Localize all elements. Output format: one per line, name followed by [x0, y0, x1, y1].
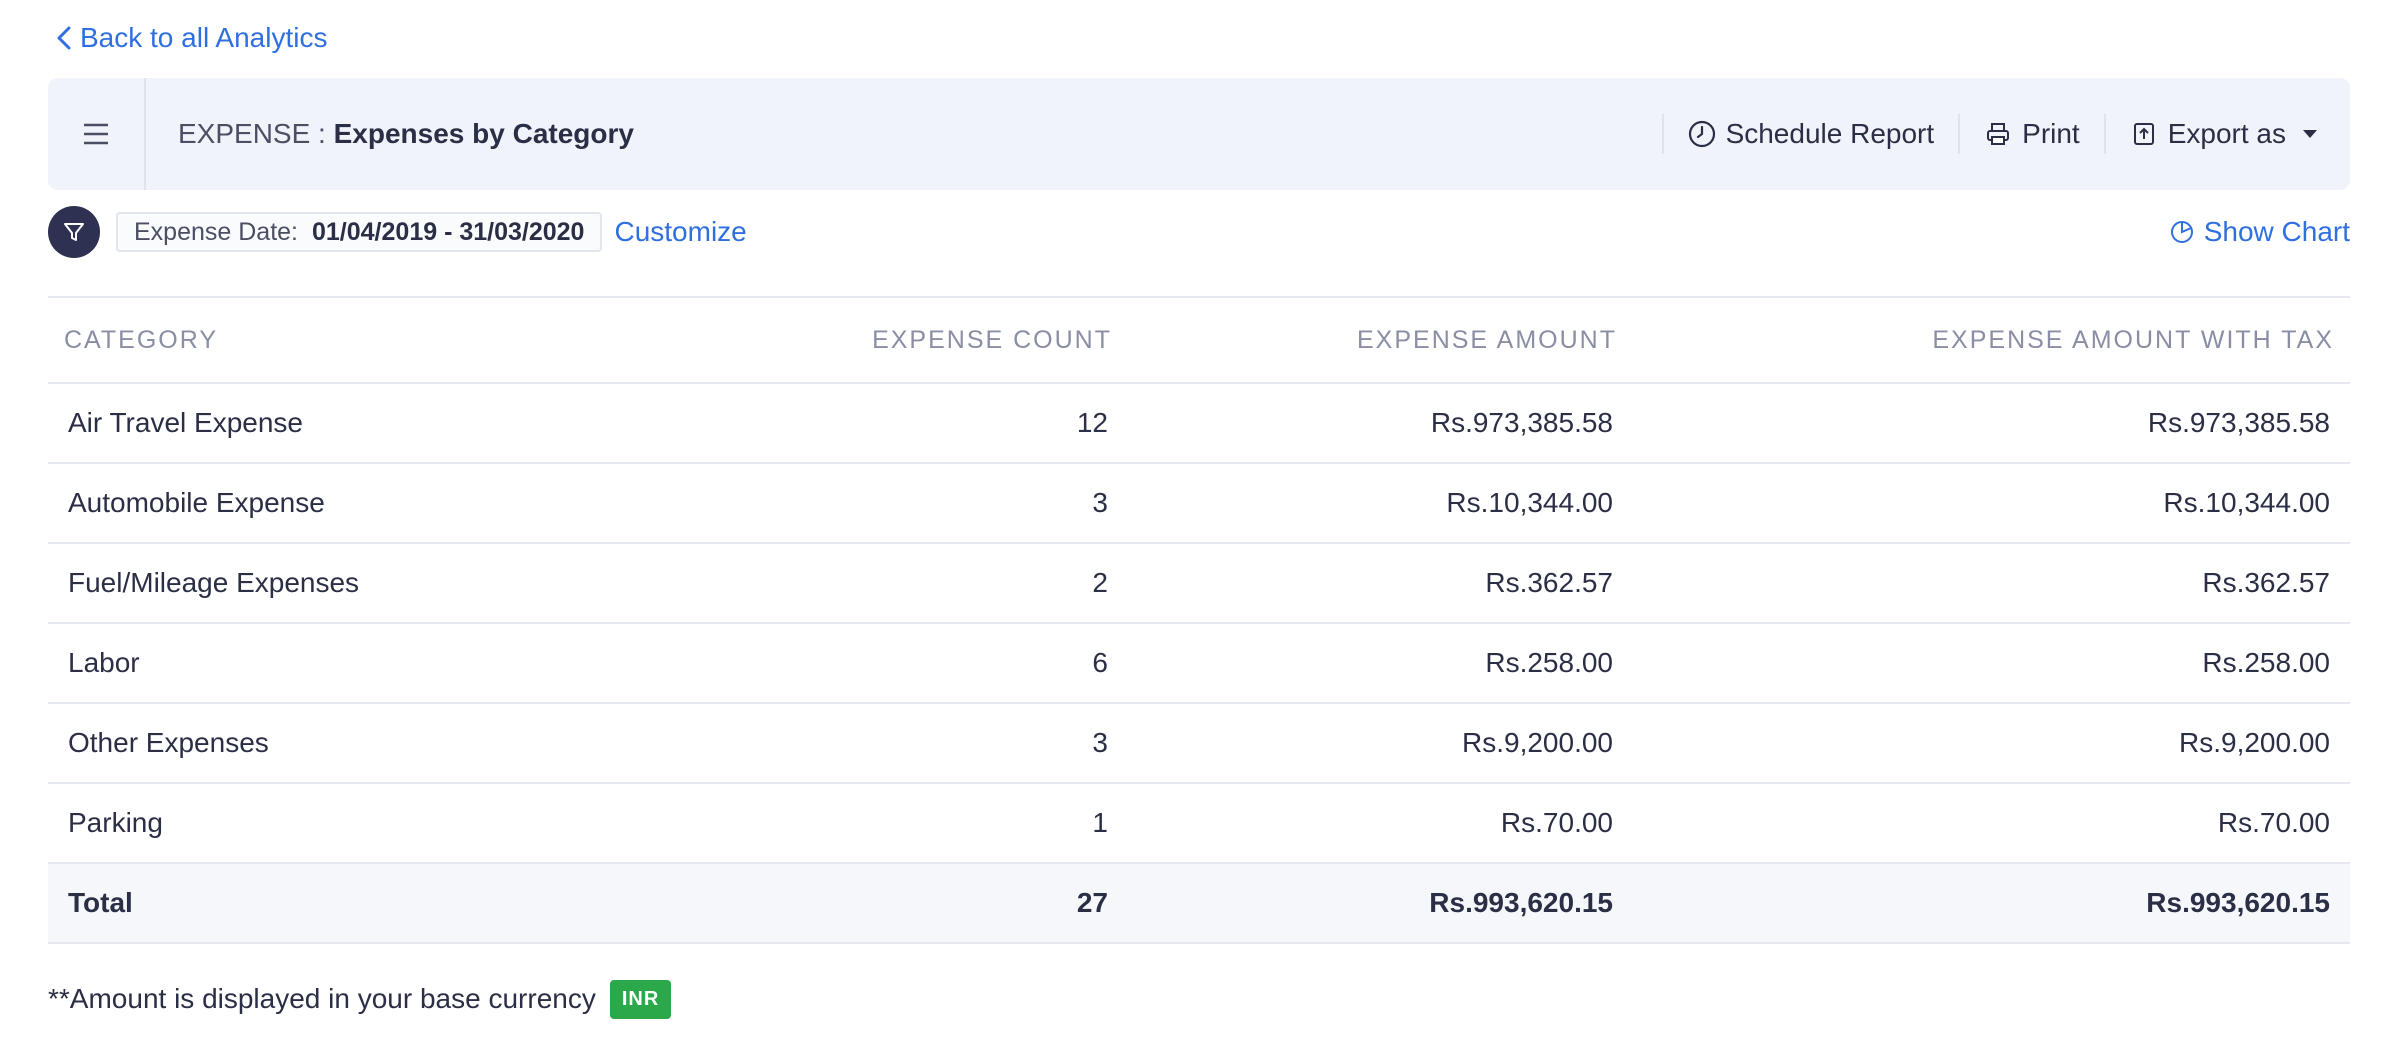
schedule-report-button[interactable]: Schedule Report — [1661, 114, 1959, 154]
amount-cell: Rs.973,385.58 — [1430, 407, 1613, 438]
filter-bar: Expense Date: 01/04/2019 - 31/03/2020 Cu… — [48, 206, 2350, 258]
table-header-row: CATEGORY EXPENSE COUNT EXPENSE AMOUNT EX… — [48, 298, 2350, 384]
date-filter-label: Expense Date: — [134, 217, 298, 246]
category-cell[interactable]: Automobile Expense — [68, 487, 325, 518]
count-cell: 6 — [1092, 647, 1108, 678]
total-amount-tax: Rs.993,620.15 — [2146, 887, 2330, 918]
amount-tax-cell: Rs.973,385.58 — [2147, 407, 2330, 438]
table-row: Other Expenses 3 Rs.9,200.00 Rs.9,200.00 — [48, 704, 2350, 784]
category-cell[interactable]: Fuel/Mileage Expenses — [68, 567, 360, 598]
amount-cell: Rs.10,344.00 — [1446, 487, 1613, 518]
amount-tax-cell: Rs.9,200.00 — [2179, 727, 2330, 758]
pie-chart-icon — [2170, 221, 2193, 243]
report-header: EXPENSE : Expenses by Category Schedule … — [48, 78, 2350, 190]
menu-toggle-button[interactable] — [48, 78, 146, 190]
column-header-category[interactable]: CATEGORY — [64, 325, 218, 354]
hamburger-icon — [84, 123, 108, 145]
table-row: Parking 1 Rs.70.00 Rs.70.00 — [48, 784, 2350, 864]
amount-cell: Rs.258.00 — [1485, 647, 1613, 678]
schedule-report-label: Schedule Report — [1725, 118, 1935, 149]
currency-note-text: **Amount is displayed in your base curre… — [48, 983, 596, 1014]
total-amount: Rs.993,620.15 — [1429, 887, 1613, 918]
amount-tax-cell: Rs.362.57 — [2202, 567, 2330, 598]
category-cell[interactable]: Air Travel Expense — [68, 407, 303, 438]
currency-badge: INR — [609, 979, 672, 1019]
amount-tax-cell: Rs.70.00 — [2217, 807, 2330, 838]
customize-link[interactable]: Customize — [614, 216, 747, 247]
table-row: Fuel/Mileage Expenses 2 Rs.362.57 Rs.362… — [48, 544, 2350, 624]
header-actions: Schedule Report Print Export as — [1661, 78, 2350, 190]
total-label: Total — [68, 887, 133, 918]
currency-note: **Amount is displayed in your base curre… — [48, 978, 672, 1020]
back-to-analytics-link[interactable]: Back to all Analytics — [56, 22, 327, 54]
back-link-label: Back to all Analytics — [80, 22, 328, 53]
print-button[interactable]: Print — [1958, 114, 2104, 154]
expenses-table: CATEGORY EXPENSE COUNT EXPENSE AMOUNT EX… — [48, 296, 2350, 944]
show-chart-label: Show Chart — [2203, 216, 2350, 247]
table-row: Air Travel Expense 12 Rs.973,385.58 Rs.9… — [48, 384, 2350, 464]
column-header-expense-amount[interactable]: EXPENSE AMOUNT — [1357, 325, 1617, 354]
caret-down-icon — [2303, 130, 2317, 138]
export-icon — [2133, 123, 2154, 145]
date-filter-value: 01/04/2019 - 31/03/2020 — [312, 217, 585, 246]
count-cell: 12 — [1076, 407, 1108, 438]
total-count: 27 — [1076, 887, 1108, 918]
amount-tax-cell: Rs.258.00 — [2202, 647, 2330, 678]
table-row: Automobile Expense 3 Rs.10,344.00 Rs.10,… — [48, 464, 2350, 544]
count-cell: 1 — [1092, 807, 1108, 838]
export-as-dropdown[interactable]: Export as — [2103, 114, 2350, 154]
count-cell: 3 — [1092, 487, 1108, 518]
report-module: EXPENSE : — [178, 118, 326, 149]
report-title: EXPENSE : Expenses by Category — [178, 118, 634, 150]
filter-icon — [64, 223, 84, 241]
table-row: Labor 6 Rs.258.00 Rs.258.00 — [48, 624, 2350, 704]
amount-tax-cell: Rs.10,344.00 — [2163, 487, 2330, 518]
report-name: Expenses by Category — [333, 118, 634, 149]
table-total-row: Total 27 Rs.993,620.15 Rs.993,620.15 — [48, 864, 2350, 944]
show-chart-button[interactable]: Show Chart — [2170, 216, 2350, 248]
clock-icon — [1688, 120, 1715, 148]
category-cell[interactable]: Other Expenses — [68, 727, 269, 758]
column-header-expense-count[interactable]: EXPENSE COUNT — [872, 325, 1112, 354]
category-cell[interactable]: Labor — [68, 647, 140, 678]
amount-cell: Rs.70.00 — [1500, 807, 1613, 838]
printer-icon — [1987, 123, 2010, 145]
category-cell[interactable]: Parking — [68, 807, 163, 838]
export-as-label: Export as — [2167, 118, 2286, 149]
amount-cell: Rs.9,200.00 — [1462, 727, 1613, 758]
amount-cell: Rs.362.57 — [1485, 567, 1613, 598]
chevron-left-icon — [57, 26, 71, 50]
count-cell: 3 — [1092, 727, 1108, 758]
date-filter-chip[interactable]: Expense Date: 01/04/2019 - 31/03/2020 — [116, 212, 603, 252]
print-label: Print — [2022, 118, 2080, 149]
column-header-expense-amount-with-tax[interactable]: EXPENSE AMOUNT WITH TAX — [1932, 325, 2334, 354]
filter-button[interactable] — [48, 206, 100, 258]
count-cell: 2 — [1092, 567, 1108, 598]
